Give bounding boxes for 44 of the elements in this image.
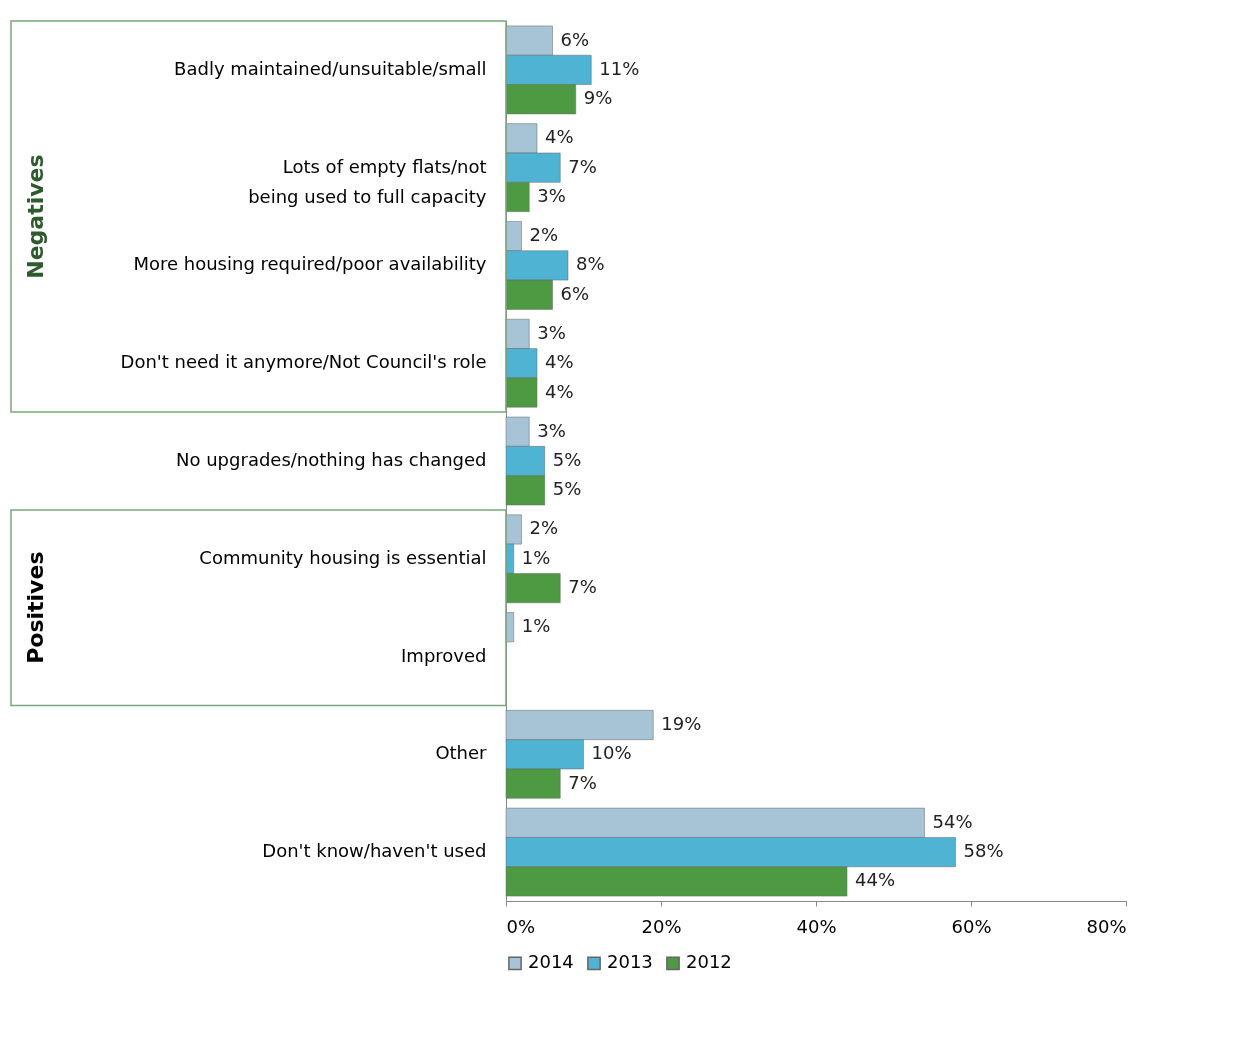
data-label: 1% <box>521 546 551 568</box>
data-label: 3% <box>537 185 566 206</box>
data-label: 1% <box>521 615 551 637</box>
data-label: 44% <box>855 869 896 891</box>
data-label: 8% <box>576 253 605 275</box>
data-label: 6% <box>560 282 590 304</box>
data-label: 9% <box>583 87 613 109</box>
data-label: 6% <box>560 28 590 50</box>
y-tick-label: Improved <box>401 644 487 666</box>
data-label: 2% <box>529 224 559 246</box>
y-tick-label: More housing required/poor availability <box>133 253 487 275</box>
data-label: 54% <box>932 810 973 832</box>
data-label: 5% <box>552 449 582 470</box>
data-label: 11% <box>599 57 640 79</box>
x-tick-label: 60% <box>951 915 992 937</box>
data-label: 7% <box>568 155 597 177</box>
legend-label: 2012 <box>686 951 732 973</box>
y-tick-label: No upgrades/nothing has changed <box>176 449 487 470</box>
x-tick-label: 80% <box>1086 915 1127 937</box>
y-tick-label: Community housing is essential <box>199 546 487 568</box>
data-label: 10% <box>591 742 632 764</box>
data-label: 7% <box>568 771 597 793</box>
y-tick-label: Other <box>435 742 488 764</box>
x-tick-label: 0% <box>506 915 536 937</box>
x-tick-label: 40% <box>796 915 837 937</box>
data-label: 19% <box>661 713 702 734</box>
data-label: 2% <box>529 517 559 539</box>
y-tick-label: Lots of empty flats/not being used to full capacity <box>248 155 487 207</box>
data-label: 5% <box>552 478 582 500</box>
legend-label: 2013 <box>607 951 653 973</box>
data-label: 4% <box>545 351 574 373</box>
y-tick-label: Don't know/haven't used <box>262 840 487 862</box>
legend-label: 2014 <box>528 951 574 973</box>
data-label: 4% <box>545 380 574 402</box>
y-tick-label: Badly maintained/unsuitable/small <box>174 57 487 79</box>
data-label: 7% <box>568 576 597 598</box>
data-label: 4% <box>545 126 574 148</box>
x-tick-label: 20% <box>641 915 682 937</box>
y-tick-label: Don't need it anymore/Not Council's role <box>120 351 487 373</box>
data-label: 3% <box>537 321 566 343</box>
text: Positives <box>23 551 48 664</box>
data-label: 58% <box>963 840 1004 862</box>
data-label: 3% <box>537 419 566 441</box>
text: Negatives <box>23 154 48 279</box>
